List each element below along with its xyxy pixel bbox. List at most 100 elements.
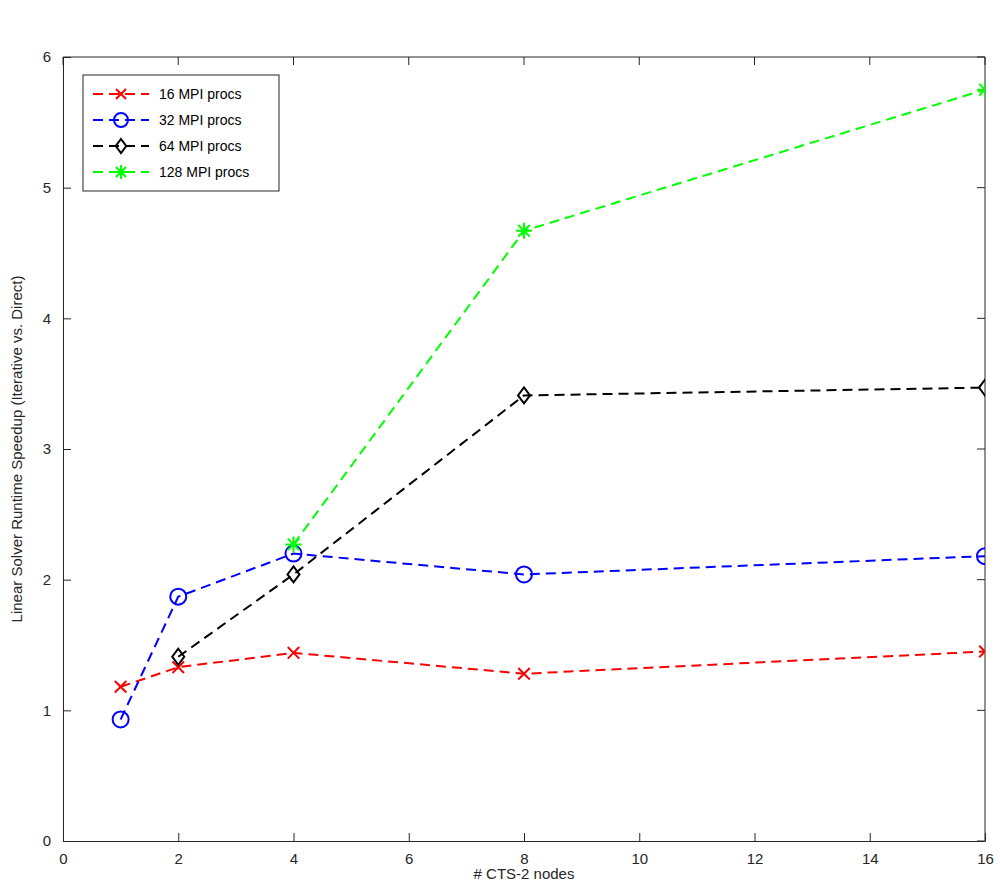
series-line <box>121 554 985 720</box>
legend-label: 16 MPI procs <box>159 86 241 102</box>
tick-mark <box>754 57 755 65</box>
tick-mark <box>293 57 294 65</box>
chart: 02468101214160123456# CTS-2 nodesLinear … <box>0 0 1000 882</box>
legend-label: 32 MPI procs <box>159 112 241 128</box>
tick-label: 10 <box>631 850 648 867</box>
tick: 2 <box>43 571 71 588</box>
tick-mark <box>409 833 410 841</box>
axis-line <box>64 841 986 842</box>
legend: 16 MPI procs 32 MPI procs 64 MPI procs 128 … <box>83 75 279 191</box>
tick-mark <box>977 841 985 842</box>
tick-mark <box>178 833 179 841</box>
tick-label: 1 <box>43 702 51 719</box>
tick-label: 14 <box>862 850 879 867</box>
tick-label: 2 <box>43 571 51 588</box>
tick-mark <box>977 187 985 188</box>
tick: 10 <box>631 833 648 867</box>
legend-line <box>93 119 149 121</box>
legend-marker <box>114 165 128 179</box>
tick-label: 16 <box>977 850 994 867</box>
series-line <box>178 388 985 657</box>
legend-marker <box>114 113 128 127</box>
marker <box>288 566 300 582</box>
marker <box>977 82 985 98</box>
tick: 8 <box>520 833 528 867</box>
tick: 5 <box>43 179 71 196</box>
tick: 14 <box>862 833 879 867</box>
tick-mark <box>977 710 985 711</box>
tick-mark <box>63 318 71 319</box>
tick-label: 4 <box>43 310 51 327</box>
series <box>286 82 986 553</box>
tick-mark <box>408 57 409 65</box>
tick: 2 <box>175 833 183 867</box>
tick-label: 5 <box>43 179 51 196</box>
plot-area <box>113 82 985 728</box>
tick-mark <box>755 833 756 841</box>
tick-mark <box>63 188 71 189</box>
x-axis-title: # CTS-2 nodes <box>474 865 575 882</box>
marker <box>979 646 985 658</box>
marker <box>172 649 184 665</box>
tick-mark <box>294 833 295 841</box>
legend-marker <box>116 139 127 153</box>
marker <box>288 647 300 659</box>
tick: 3 <box>43 440 71 457</box>
legend-label: 128 MPI procs <box>159 164 249 180</box>
tick-mark <box>63 580 71 581</box>
series <box>113 546 985 728</box>
tick-mark <box>977 449 985 450</box>
tick-mark <box>63 57 64 65</box>
tick: 6 <box>405 833 413 867</box>
y-axis: 0 1 2 3 4 5 6 <box>43 48 71 849</box>
marker <box>113 711 129 727</box>
series <box>115 646 985 693</box>
tick-label: 0 <box>59 850 67 867</box>
tick: 4 <box>43 310 71 327</box>
tick-label: 6 <box>405 850 413 867</box>
tick-label: 3 <box>43 440 51 457</box>
marker <box>115 681 127 693</box>
marker <box>170 589 186 605</box>
y-axis-title: Linear Solver Runtime Speedup (Iterative… <box>8 276 25 623</box>
tick-label: 4 <box>290 850 298 867</box>
tick-mark <box>524 833 525 841</box>
marker <box>977 548 985 564</box>
tick-mark <box>639 833 640 841</box>
tick-mark <box>63 449 71 450</box>
legend-box <box>83 75 279 191</box>
tick: 12 <box>747 833 764 867</box>
legend-line <box>93 145 149 147</box>
tick-label: 6 <box>43 48 51 65</box>
tick-mark <box>869 57 870 65</box>
marker <box>516 223 532 239</box>
tick: 4 <box>290 833 298 867</box>
tick-label: 0 <box>43 832 51 849</box>
series-line <box>294 90 986 545</box>
frame <box>63 57 985 841</box>
x-axis: 0 2 4 6 8 10 12 14 16 <box>59 833 994 867</box>
tick: 1 <box>43 702 71 719</box>
tick-mark <box>178 57 179 65</box>
tick-mark <box>63 841 71 842</box>
series-line <box>121 652 985 687</box>
tick-mark <box>870 833 871 841</box>
marker <box>516 566 532 582</box>
tick-mark <box>977 57 985 58</box>
series <box>172 380 985 665</box>
tick-mark <box>977 318 985 319</box>
marker <box>518 387 530 403</box>
marker <box>979 380 985 396</box>
legend-marker <box>116 89 126 99</box>
tick-mark <box>524 57 525 65</box>
tick-label: 2 <box>175 850 183 867</box>
tick-label: 12 <box>747 850 764 867</box>
tick: 0 <box>43 832 71 849</box>
tick-mark <box>639 57 640 65</box>
marker <box>286 536 302 552</box>
marker <box>518 668 530 680</box>
tick-mark <box>63 710 71 711</box>
legend-label: 64 MPI procs <box>159 138 241 154</box>
tick-mark <box>985 57 986 65</box>
plot-background <box>63 57 985 841</box>
